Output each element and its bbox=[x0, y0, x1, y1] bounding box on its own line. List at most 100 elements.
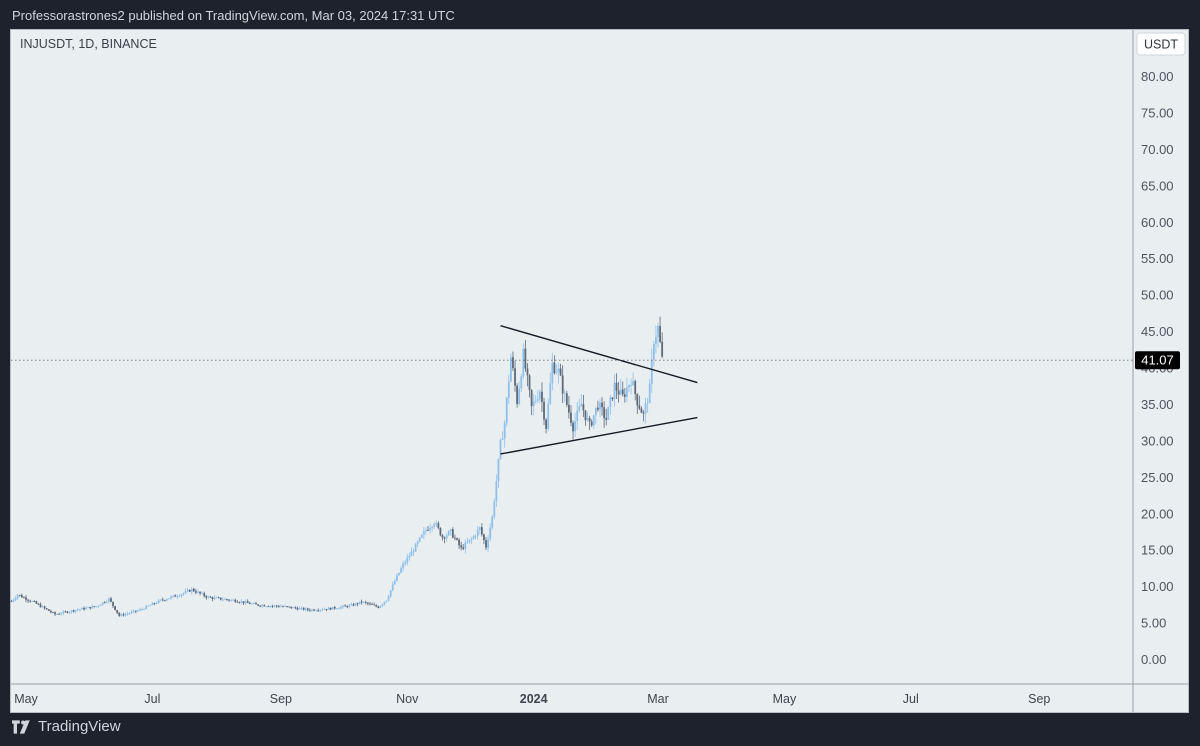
candle-down bbox=[203, 593, 206, 597]
candle-down bbox=[603, 407, 606, 419]
tradingview-logo-icon bbox=[12, 719, 30, 734]
candle-up bbox=[41, 606, 44, 608]
candle-down bbox=[623, 394, 626, 397]
candle-down bbox=[35, 601, 38, 604]
candle-up bbox=[130, 611, 133, 614]
candle-up bbox=[495, 481, 498, 502]
candle-up bbox=[470, 538, 473, 540]
candle-up bbox=[557, 368, 560, 373]
candle-up bbox=[632, 381, 635, 386]
candle-down bbox=[317, 610, 320, 612]
candle-down bbox=[530, 389, 533, 407]
candle-down bbox=[570, 412, 572, 423]
x-tick-label: 2024 bbox=[520, 692, 548, 706]
candle-up bbox=[628, 385, 630, 388]
candle-up bbox=[547, 403, 550, 429]
time-axis: May Jul Sep Nov 2024 Mar May Jul Sep bbox=[14, 692, 1050, 706]
candle-up bbox=[445, 535, 448, 539]
candle-down bbox=[45, 608, 48, 610]
candle-up bbox=[491, 516, 494, 528]
candle-down bbox=[83, 607, 85, 610]
candle-down bbox=[103, 602, 106, 604]
candle-down bbox=[58, 613, 61, 615]
candle-down bbox=[25, 597, 27, 600]
candle-down bbox=[238, 602, 241, 604]
candle-down bbox=[462, 547, 465, 549]
candle-up bbox=[522, 348, 525, 377]
candle-down bbox=[54, 612, 56, 615]
candle-up bbox=[201, 593, 204, 595]
candle-down bbox=[567, 404, 570, 413]
candle-up bbox=[387, 596, 390, 601]
candle-up bbox=[435, 523, 438, 525]
y-tick-label: 5.00 bbox=[1141, 616, 1166, 631]
candle-down bbox=[582, 404, 585, 411]
x-tick-label: Mar bbox=[647, 692, 669, 706]
candle-down bbox=[373, 604, 376, 606]
candle-down bbox=[369, 603, 371, 605]
candle-up bbox=[406, 557, 409, 563]
x-tick-label: May bbox=[773, 692, 797, 706]
candle-down bbox=[209, 596, 212, 598]
candle-down bbox=[352, 604, 355, 606]
candle-up bbox=[576, 410, 579, 422]
candle-up bbox=[70, 610, 73, 612]
candle-down bbox=[659, 325, 661, 342]
candle-up bbox=[340, 606, 342, 609]
candle-down bbox=[163, 600, 166, 601]
candle-up bbox=[578, 406, 581, 411]
candle-up bbox=[499, 439, 502, 459]
candle-down bbox=[634, 381, 637, 394]
candle-down bbox=[360, 601, 363, 603]
candle-up bbox=[105, 601, 108, 603]
candle-up bbox=[311, 609, 313, 611]
candle-up bbox=[168, 598, 170, 600]
candle-up bbox=[402, 563, 405, 569]
candle-up bbox=[657, 325, 659, 337]
candle-down bbox=[93, 606, 96, 608]
candle-down bbox=[617, 390, 620, 395]
candle-down bbox=[460, 545, 463, 548]
candle-up bbox=[520, 376, 523, 389]
candle-up bbox=[68, 611, 71, 613]
candle-down bbox=[308, 609, 311, 611]
candle-up bbox=[284, 606, 286, 607]
candle-up bbox=[389, 590, 392, 597]
candle-down bbox=[364, 601, 367, 603]
candle-up bbox=[563, 393, 566, 395]
candle-up bbox=[321, 609, 324, 611]
candle-up bbox=[599, 402, 601, 410]
candle-up bbox=[518, 388, 521, 404]
candle-down bbox=[559, 368, 562, 376]
candle-up bbox=[630, 385, 632, 386]
footer-brand: TradingView bbox=[38, 718, 121, 735]
candle-down bbox=[288, 606, 291, 608]
candle-down bbox=[211, 597, 214, 599]
candle-up bbox=[503, 422, 506, 439]
candle-up bbox=[139, 609, 141, 611]
candle-up bbox=[273, 605, 276, 607]
candle-down bbox=[259, 605, 262, 607]
candle-down bbox=[118, 612, 121, 616]
candle-up bbox=[159, 599, 162, 601]
candle-up bbox=[549, 383, 552, 404]
candle-up bbox=[358, 601, 361, 605]
candle-down bbox=[526, 368, 529, 376]
candle-down bbox=[47, 609, 50, 611]
candle-down bbox=[483, 534, 485, 541]
candle-down bbox=[441, 535, 444, 538]
candle-down bbox=[199, 591, 201, 594]
x-tick-label: Jul bbox=[903, 692, 919, 706]
y-tick-label: 15.00 bbox=[1141, 543, 1174, 558]
candle-down bbox=[313, 609, 315, 611]
candle-down bbox=[329, 607, 332, 610]
candle-up bbox=[145, 605, 148, 610]
y-tick-label: 0.00 bbox=[1141, 652, 1166, 667]
candle-up bbox=[474, 535, 477, 537]
candle-up bbox=[232, 599, 235, 601]
candle-down bbox=[642, 412, 645, 414]
candle-down bbox=[371, 603, 373, 605]
candle-down bbox=[290, 606, 293, 609]
candle-up bbox=[534, 400, 537, 402]
